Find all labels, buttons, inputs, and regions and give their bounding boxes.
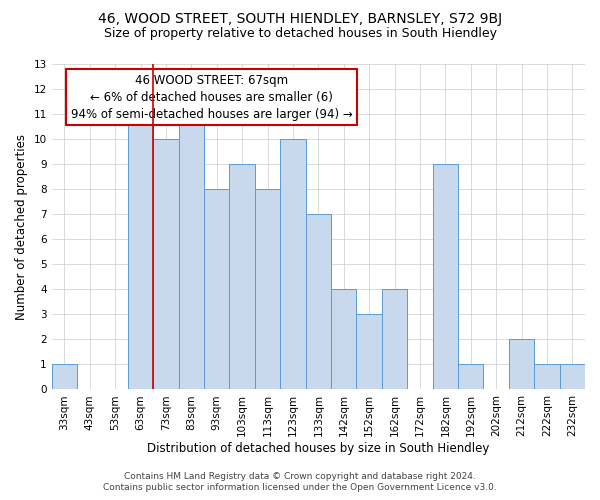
Bar bbox=[433, 164, 458, 390]
Bar bbox=[204, 189, 229, 390]
Text: Size of property relative to detached houses in South Hiendley: Size of property relative to detached ho… bbox=[104, 28, 497, 40]
Text: 46, WOOD STREET, SOUTH HIENDLEY, BARNSLEY, S72 9BJ: 46, WOOD STREET, SOUTH HIENDLEY, BARNSLE… bbox=[98, 12, 502, 26]
Bar bbox=[305, 214, 331, 390]
Bar bbox=[331, 290, 356, 390]
Y-axis label: Number of detached properties: Number of detached properties bbox=[15, 134, 28, 320]
Bar bbox=[534, 364, 560, 390]
Bar bbox=[280, 139, 305, 390]
Bar bbox=[560, 364, 585, 390]
Bar bbox=[356, 314, 382, 390]
Bar bbox=[128, 114, 153, 390]
Bar bbox=[179, 114, 204, 390]
Bar bbox=[382, 290, 407, 390]
Text: 46 WOOD STREET: 67sqm
← 6% of detached houses are smaller (6)
94% of semi-detach: 46 WOOD STREET: 67sqm ← 6% of detached h… bbox=[71, 74, 353, 121]
Bar bbox=[229, 164, 255, 390]
Bar bbox=[509, 340, 534, 390]
Bar bbox=[52, 364, 77, 390]
Bar bbox=[458, 364, 484, 390]
Text: Contains HM Land Registry data © Crown copyright and database right 2024.
Contai: Contains HM Land Registry data © Crown c… bbox=[103, 472, 497, 492]
X-axis label: Distribution of detached houses by size in South Hiendley: Distribution of detached houses by size … bbox=[147, 442, 490, 455]
Bar bbox=[153, 139, 179, 390]
Bar bbox=[255, 189, 280, 390]
